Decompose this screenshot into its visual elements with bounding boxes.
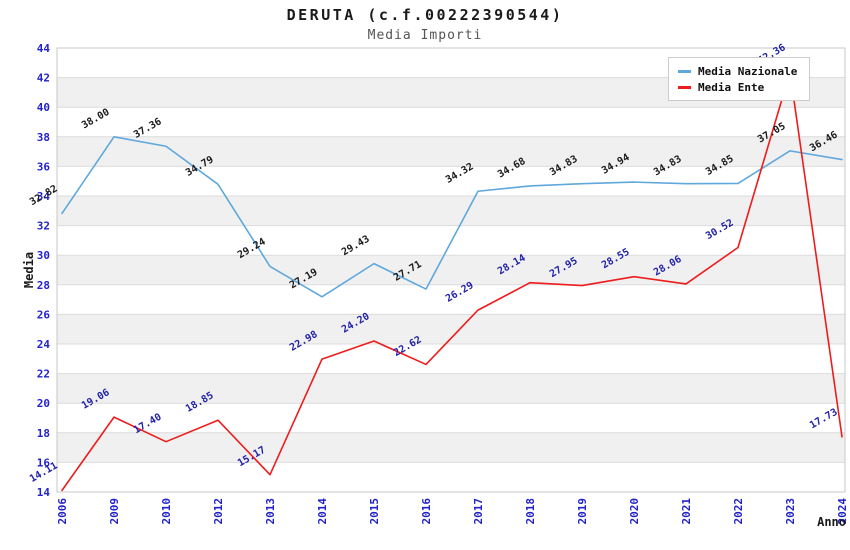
plot-band [57, 284, 845, 315]
y-tick-label: 40 [37, 101, 50, 114]
chart-subtitle: Media Importi [367, 28, 483, 43]
plot-band [57, 107, 845, 137]
y-tick-label: 22 [37, 368, 50, 381]
legend-item-media-ente: Media Ente [678, 79, 800, 95]
y-tick-label: 34 [37, 190, 51, 203]
y-axis-title: Media [22, 251, 36, 289]
x-tick-label: 2021 [680, 498, 693, 525]
x-tick-label: 2019 [576, 498, 589, 525]
y-tick-label: 16 [37, 456, 51, 469]
legend-swatch-icon [678, 69, 691, 73]
x-tick-label: 2015 [368, 498, 381, 525]
plot-band [57, 403, 845, 433]
plot-band [57, 136, 845, 167]
y-tick-label: 20 [37, 397, 50, 410]
plot-band [57, 255, 845, 285]
x-tick-label: 2020 [628, 498, 641, 525]
plot-band [57, 314, 845, 344]
y-tick-label: 44 [37, 42, 51, 55]
x-tick-label: 2018 [524, 498, 537, 525]
x-tick-label: 2016 [420, 498, 433, 525]
plot-band [57, 432, 845, 463]
data-label-media-nazionale: 32.82 [28, 183, 60, 208]
x-tick-label: 2024 [836, 498, 849, 525]
y-tick-label: 28 [37, 279, 50, 292]
plot-band [57, 196, 845, 226]
plot-border [56, 47, 846, 493]
x-tick-label: 2013 [264, 498, 277, 525]
y-tick-label: 26 [37, 308, 51, 321]
y-tick-label: 18 [37, 427, 50, 440]
y-tick-label: 36 [37, 160, 51, 173]
plot-band [57, 462, 845, 492]
chart-title: DERUTA (c.f.00222390544) [286, 6, 564, 24]
plot-band [57, 373, 845, 404]
y-tick-label: 24 [37, 338, 51, 351]
series-line-media-nazionale [61, 136, 843, 298]
x-tick-label: 2023 [784, 498, 797, 525]
x-tick-label: 2022 [732, 498, 745, 525]
x-tick-label: 2017 [472, 498, 485, 525]
plot-band [57, 344, 845, 374]
legend-item-media-nazionale: Media Nazionale [678, 63, 800, 79]
y-tick-label: 30 [37, 249, 50, 262]
legend-label: Media Ente [698, 80, 765, 94]
plot-band [57, 166, 845, 196]
x-axis-title: Anno [817, 515, 846, 529]
x-tick-label: 2009 [108, 498, 121, 525]
legend-label: Media Nazionale [698, 64, 798, 78]
y-tick-label: 42 [37, 72, 50, 85]
x-tick-label: 2006 [56, 498, 69, 525]
y-tick-label: 38 [37, 131, 50, 144]
y-tick-label: 32 [37, 220, 50, 233]
legend-swatch-icon [678, 85, 691, 89]
x-tick-label: 2014 [316, 498, 329, 525]
series-line-media-ente [61, 71, 843, 492]
y-tick-label: 14 [37, 486, 51, 499]
legend: Media Nazionale Media Ente [668, 57, 810, 101]
x-tick-label: 2010 [160, 498, 173, 525]
x-tick-label: 2012 [212, 498, 225, 525]
